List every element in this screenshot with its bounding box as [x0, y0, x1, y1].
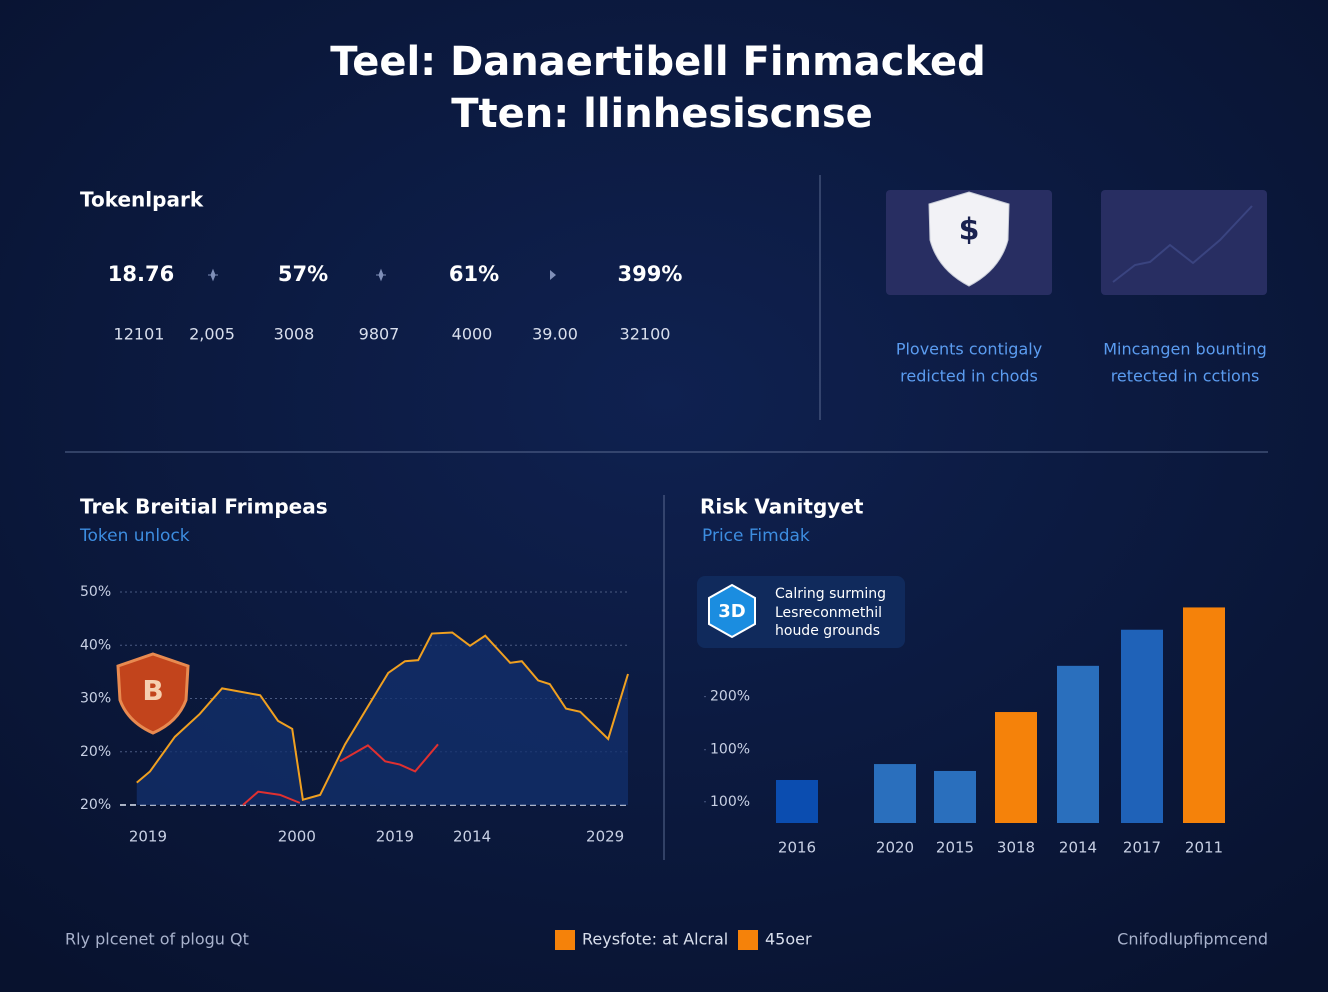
card-caption: retected in cctions	[1111, 367, 1260, 386]
area	[136, 632, 628, 805]
line-chart: 50% 40% 30% 20% 20% 2019 2000 2019 2014 2029	[80, 584, 629, 846]
line	[242, 743, 439, 806]
callout-text: Calring surming	[775, 586, 886, 602]
bar	[1121, 629, 1163, 823]
separator-icon	[376, 268, 386, 282]
stat: 57%	[278, 262, 328, 286]
x-tick-label: 2019	[376, 828, 414, 846]
shield-icon	[928, 191, 1010, 287]
legend-swatch	[738, 930, 758, 950]
bar	[934, 770, 976, 823]
x-tick-label: 2020	[876, 839, 914, 857]
card-caption: Plovents contigaly	[896, 340, 1042, 359]
legend-swatch	[555, 930, 575, 950]
separator-icon	[550, 270, 556, 280]
y-tick-label: 20%	[80, 744, 111, 760]
y-tick-label: 50%	[80, 584, 111, 600]
x-tick-label: 2014	[453, 828, 491, 846]
chart-subtitle: Price Fimdak	[702, 526, 810, 546]
figure: 12101	[114, 325, 165, 344]
bar	[874, 764, 916, 823]
x-tick-label: 2011	[1185, 839, 1223, 857]
x-tick-label: 2015	[936, 839, 974, 857]
chart-title: Trek Breitial Frimpeas	[80, 495, 328, 519]
token-icon-text: 3D	[718, 601, 745, 622]
card-caption: Mincangen bounting	[1103, 340, 1267, 359]
bar-chart: 200% 100% 100% 2016 2020 2015 3018 2014 2017 2011	[704, 607, 1225, 857]
chart-subtitle: Token unlock	[79, 526, 190, 546]
stat: 61%	[449, 262, 499, 286]
bitcoin-icon: B	[142, 674, 163, 707]
card-caption: redicted in chods	[900, 367, 1038, 386]
bar	[1183, 607, 1225, 823]
chart-title: Risk Vanitgyet	[700, 495, 864, 519]
legend-label: 45oer	[765, 930, 812, 949]
x-tick-label: 2016	[778, 839, 816, 857]
y-tick-label: 200%	[710, 689, 750, 705]
footer-text: Rly plcenet of plogu Qt	[65, 930, 249, 949]
x-tick-label: 2017	[1123, 839, 1161, 857]
x-tick-label: 3018	[997, 839, 1035, 857]
y-tick-label: 100%	[710, 794, 750, 810]
bar	[1057, 665, 1099, 823]
y-tick-label: 20%	[80, 797, 111, 813]
figure: 3008	[274, 325, 315, 344]
token-icon	[708, 583, 756, 639]
footer-text: Cnifodlupfipmcend	[1117, 930, 1268, 949]
figure: 2,005	[189, 325, 235, 344]
page-title: Teel: Danaertibell Finmacked	[330, 39, 986, 85]
x-tick-label: 2000	[278, 828, 316, 846]
card	[1101, 190, 1267, 295]
separator-icon	[208, 268, 218, 282]
trend-icon	[1112, 205, 1253, 283]
bitcoin-shield-icon	[116, 652, 190, 735]
x-tick-label: 2014	[1059, 839, 1097, 857]
y-tick-label: 30%	[80, 691, 111, 707]
page-title: Tten: llinhesiscnse	[451, 91, 873, 137]
y-tick-label: 100%	[710, 742, 750, 758]
bar	[776, 779, 818, 823]
figure: 9807	[359, 325, 400, 344]
figure: 39.00	[532, 325, 578, 344]
x-tick-label: 2029	[586, 828, 624, 846]
legend-label: Reysfote: at Alcral	[582, 930, 728, 949]
bar	[995, 712, 1037, 823]
y-tick-label: 40%	[80, 637, 111, 653]
x-tick-label: 2019	[129, 828, 167, 846]
legend: Reysfote: at Alcral 45oer	[555, 930, 812, 950]
figure: 4000	[452, 325, 493, 344]
figure: 32100	[620, 325, 671, 344]
stat: 399%	[618, 262, 683, 286]
dollar-icon: $	[959, 213, 980, 248]
callout-text: houde grounds	[775, 623, 880, 639]
section-title: Tokenlpark	[80, 188, 204, 212]
callout-text: Lesreconmethil	[775, 605, 882, 621]
line	[136, 631, 629, 801]
stat: 18.76	[108, 262, 174, 286]
